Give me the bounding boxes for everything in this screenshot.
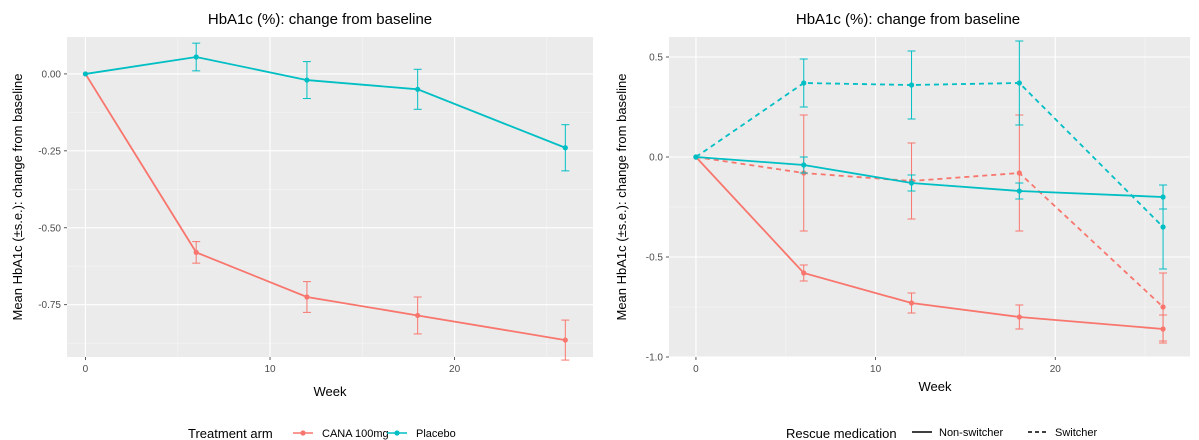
right-data-series: [693, 40, 1168, 344]
right-x-axis: 0 10 20: [693, 357, 1061, 375]
right-plot-panel: [669, 37, 1190, 357]
right-ytick-label: -0.5: [646, 253, 664, 264]
data-point: [1016, 170, 1022, 176]
data-point: [693, 154, 699, 160]
left-legend-label-cana: CANA 100mg: [322, 428, 389, 440]
left-x-axis-title: Week: [314, 384, 347, 399]
right-chart-title: HbA1c (%): change from baseline: [796, 11, 1020, 28]
left-ytick-label: -0.75: [38, 300, 61, 311]
left-ytick-label: -0.25: [38, 146, 61, 157]
data-point: [801, 162, 807, 168]
left-series-cana-100mg: [82, 71, 570, 361]
left-legend-key-cana-point: [300, 430, 306, 436]
data-point: [1016, 80, 1022, 86]
right-y-axis: 0.5 0.0 -0.5 -1.0: [646, 53, 669, 364]
data-point: [82, 71, 89, 77]
left-xtick-label: 20: [449, 364, 461, 375]
data-point: [1160, 304, 1166, 310]
left-plot-panel: [67, 37, 593, 357]
right-xtick-label: 10: [870, 364, 882, 375]
right-legend: Rescue medication Non-switcher Switcher: [786, 426, 1098, 440]
data-point: [193, 54, 199, 60]
data-point: [801, 270, 807, 276]
data-point: [908, 300, 915, 306]
left-x-axis: 0 10 20: [83, 357, 461, 375]
left-xtick-label: 0: [83, 364, 89, 375]
left-ytick-label: 0.00: [42, 69, 62, 80]
left-series-placebo: [82, 42, 570, 172]
data-point: [562, 337, 568, 343]
right-legend-label-non-switcher: Non-switcher: [939, 427, 1004, 439]
right-legend-title: Rescue medication: [786, 426, 897, 440]
right-legend-label-switcher: Switcher: [1055, 427, 1098, 439]
left-ytick-label: -0.50: [38, 223, 61, 234]
left-legend: Treatment arm CANA 100mg Placebo: [188, 426, 456, 440]
data-point: [415, 312, 421, 319]
left-legend-title: Treatment arm: [188, 426, 273, 440]
left-y-axis: 0.00 -0.25 -0.50 -0.75: [38, 69, 67, 311]
data-point: [1160, 224, 1166, 230]
left-y-axis-title: Mean HbA1c (±s.e.): change from baseline: [10, 73, 25, 320]
data-point: [193, 249, 199, 255]
data-point: [304, 77, 310, 83]
left-gridlines: [67, 37, 593, 357]
left-chart-title: HbA1c (%): change from baseline: [208, 11, 432, 28]
right-gridlines: [669, 37, 1190, 358]
data-point: [304, 294, 310, 300]
data-point: [908, 82, 915, 88]
left-data-series: [82, 42, 570, 361]
left-legend-label-placebo: Placebo: [416, 428, 456, 440]
data-point: [801, 80, 807, 86]
right-series-placebo-switcher: [693, 40, 1168, 270]
right-xtick-label: 20: [1050, 364, 1062, 375]
data-point: [1016, 188, 1022, 194]
left-legend-key-placebo-point: [394, 430, 400, 436]
right-ytick-label: 0.5: [649, 53, 663, 64]
data-point: [415, 86, 421, 92]
data-point: [1016, 314, 1022, 320]
data-point: [562, 145, 568, 151]
right-xtick-label: 0: [693, 364, 699, 375]
right-ytick-label: -1.0: [646, 353, 664, 364]
left-xtick-label: 10: [264, 364, 276, 375]
data-point: [908, 180, 915, 186]
right-ytick-label: 0.0: [649, 153, 663, 164]
right-x-axis-title: Week: [919, 379, 952, 394]
right-y-axis-title: Mean HbA1c (±s.e.): change from baseline: [614, 73, 629, 320]
